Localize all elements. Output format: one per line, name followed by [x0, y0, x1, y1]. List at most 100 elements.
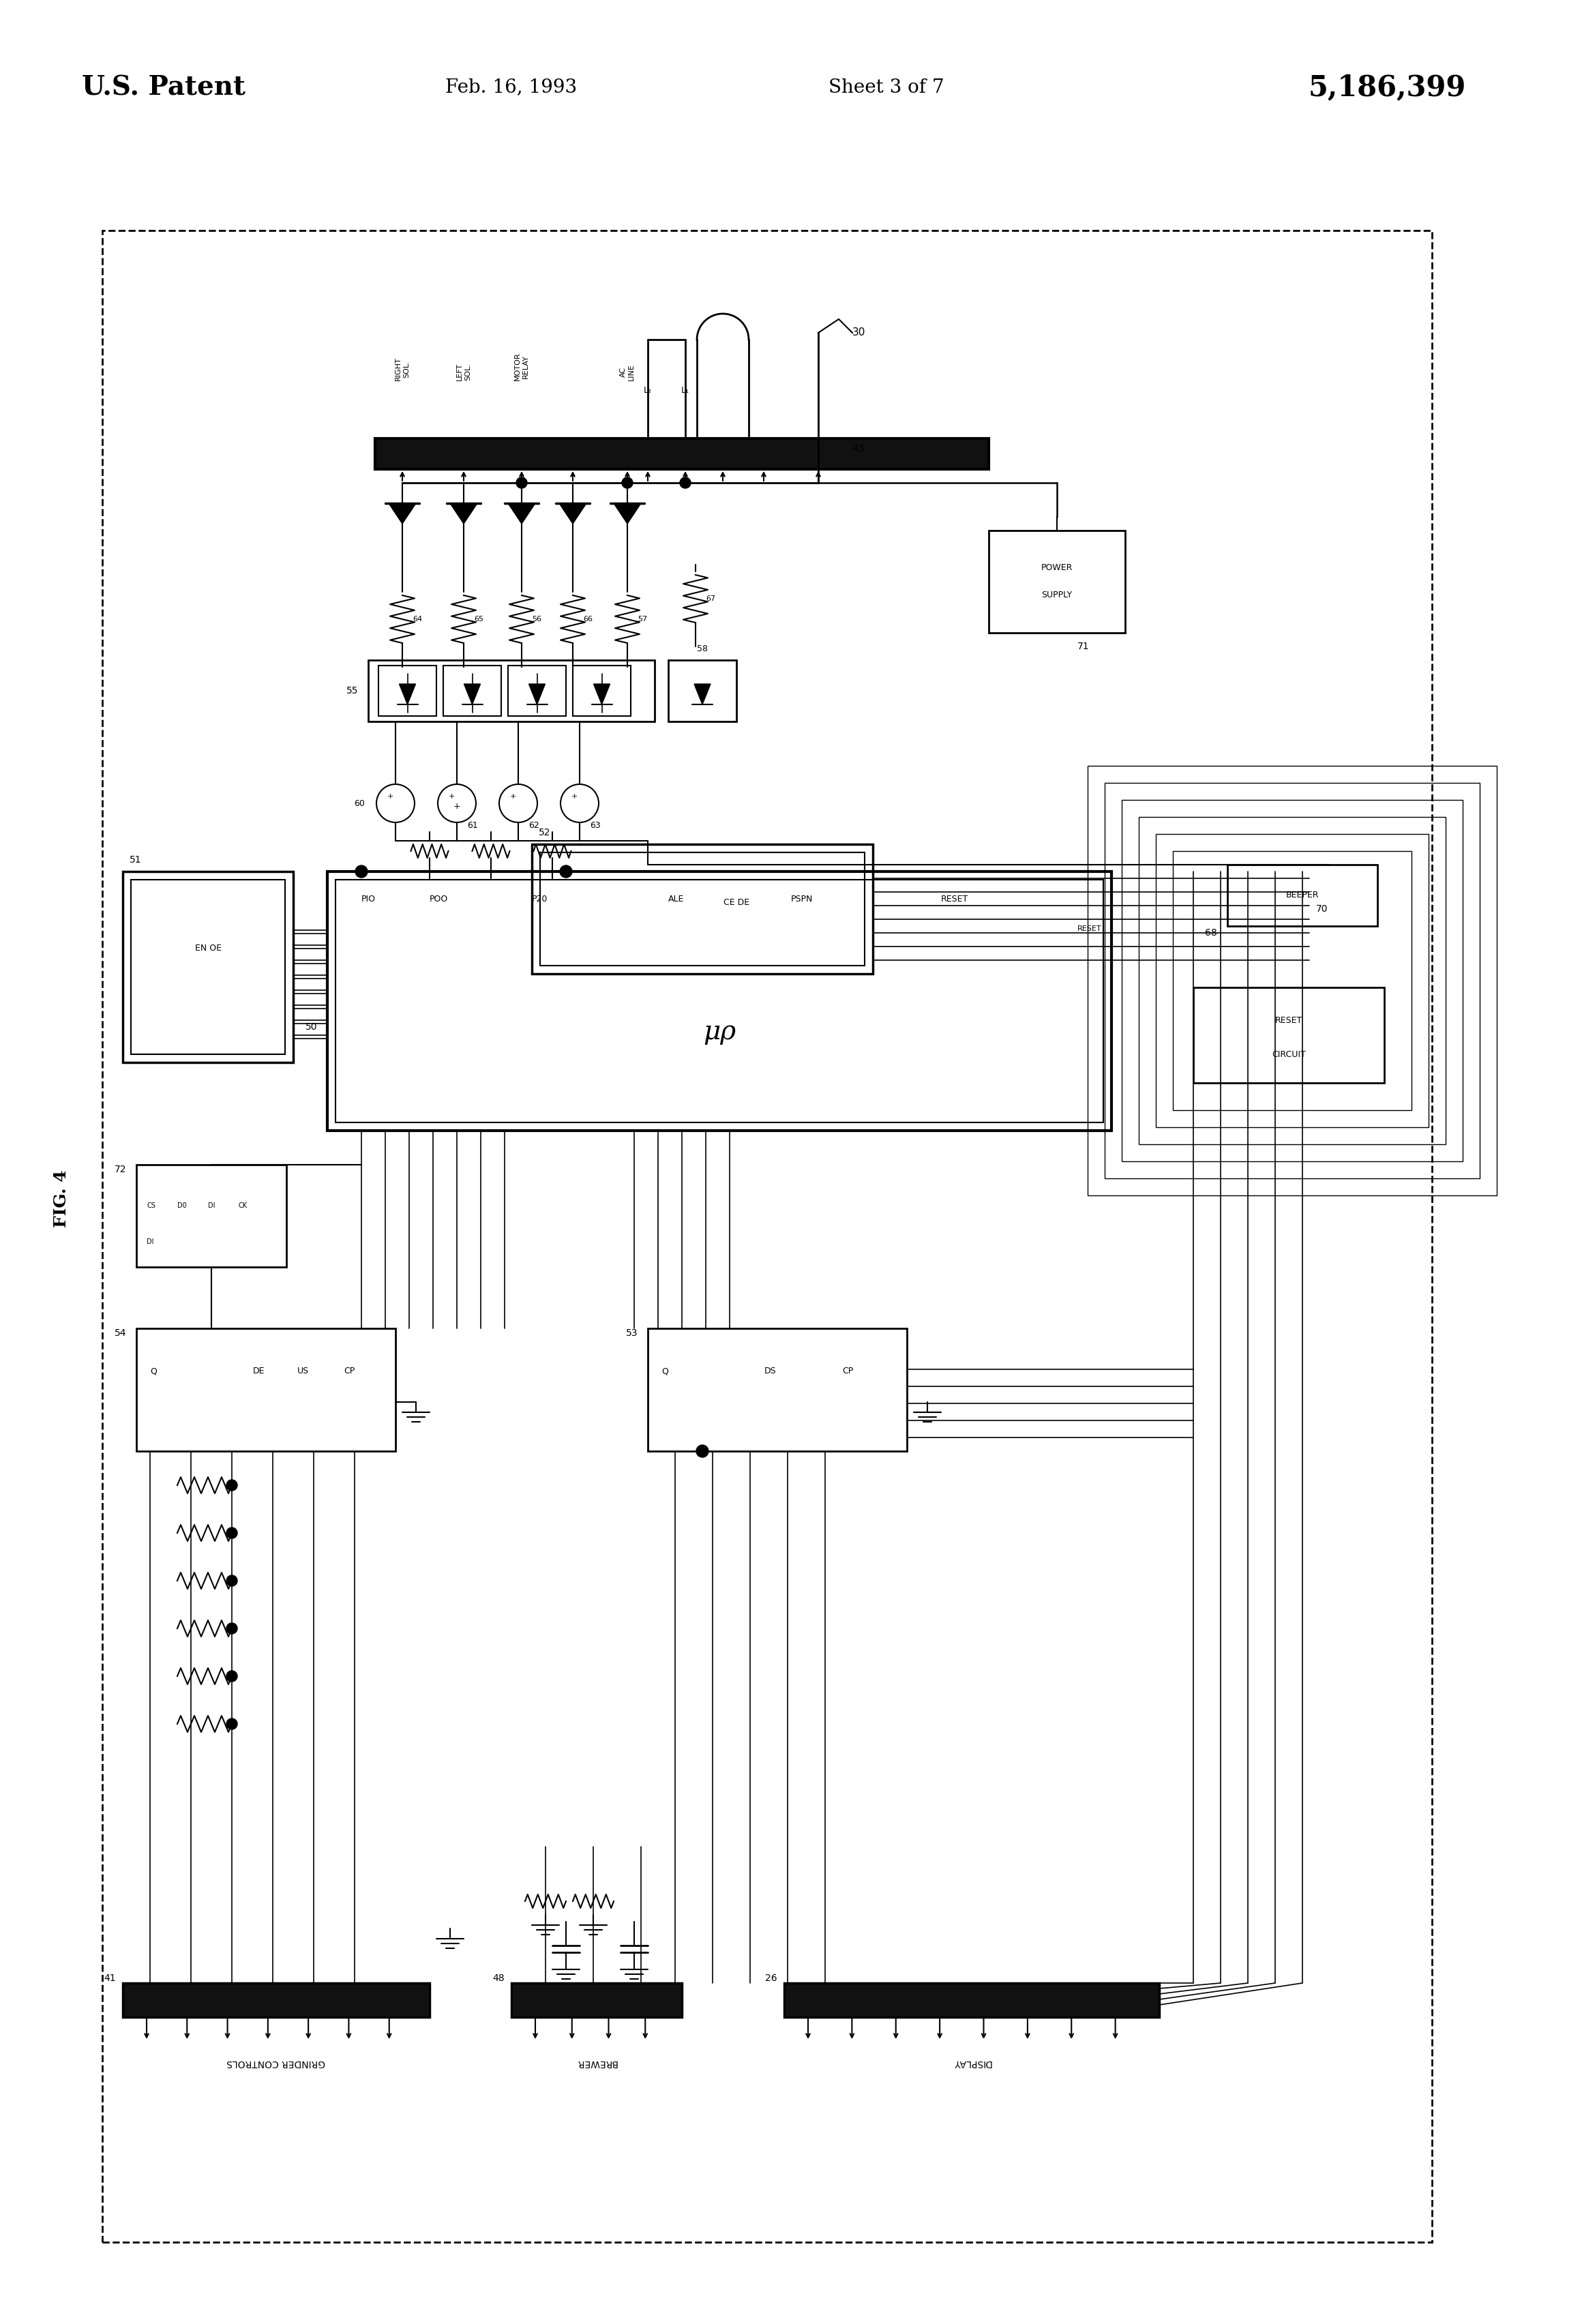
Text: BREWER: BREWER: [576, 2059, 617, 2068]
Bar: [668, 660, 737, 720]
Text: US: US: [297, 1367, 308, 1376]
Bar: [443, 665, 501, 716]
Text: RESET: RESET: [1275, 1016, 1302, 1025]
Text: CP: CP: [343, 1367, 354, 1376]
Text: 5,186,399: 5,186,399: [1308, 72, 1467, 102]
Circle shape: [226, 1622, 237, 1634]
Bar: [508, 665, 566, 716]
Text: 70: 70: [1316, 904, 1327, 913]
Text: 65: 65: [475, 616, 484, 623]
Polygon shape: [389, 504, 416, 523]
Text: PSPN: PSPN: [791, 895, 813, 904]
Text: GRINDER CONTROLS: GRINDER CONTROLS: [226, 2059, 326, 2068]
Text: L₁: L₁: [682, 386, 690, 395]
Circle shape: [356, 865, 367, 878]
Bar: [511, 1982, 682, 2017]
Circle shape: [516, 476, 527, 488]
Text: +: +: [509, 792, 516, 799]
Polygon shape: [593, 683, 611, 704]
Bar: [131, 881, 285, 1055]
Bar: [136, 1164, 286, 1267]
Text: 43: 43: [853, 444, 864, 453]
Text: CE DE: CE DE: [723, 897, 750, 906]
Text: Feb. 16, 1993: Feb. 16, 1993: [446, 79, 577, 98]
Circle shape: [226, 1576, 237, 1587]
Text: +: +: [454, 802, 460, 811]
Bar: [369, 660, 655, 720]
Text: EN OE: EN OE: [195, 944, 221, 953]
Bar: [136, 1329, 395, 1450]
Text: PIO: PIO: [361, 895, 377, 904]
Bar: [1139, 818, 1446, 1143]
Text: 64: 64: [413, 616, 422, 623]
Bar: [1156, 834, 1429, 1127]
Text: 30: 30: [853, 328, 865, 337]
Text: U.S. Patent: U.S. Patent: [82, 74, 245, 100]
Polygon shape: [614, 504, 641, 523]
Polygon shape: [558, 504, 587, 523]
Bar: [989, 530, 1125, 632]
Text: Q: Q: [661, 1367, 668, 1376]
Circle shape: [696, 1446, 709, 1457]
Text: +: +: [388, 792, 394, 799]
Text: DI: DI: [207, 1202, 215, 1208]
Bar: [1172, 851, 1411, 1111]
Bar: [123, 1982, 430, 2017]
Text: 62: 62: [528, 820, 539, 830]
Text: CIRCUIT: CIRCUIT: [1272, 1050, 1305, 1060]
Text: AC
LINE: AC LINE: [620, 363, 634, 381]
Text: DS: DS: [764, 1367, 777, 1376]
Text: CP: CP: [842, 1367, 853, 1376]
Text: RIGHT
SOL.: RIGHT SOL.: [395, 358, 410, 381]
Bar: [327, 872, 1112, 1132]
Text: 50: 50: [305, 1023, 316, 1032]
Text: DE: DE: [253, 1367, 264, 1376]
Polygon shape: [694, 683, 710, 704]
Text: 57: 57: [638, 616, 647, 623]
Circle shape: [226, 1671, 237, 1683]
Text: DI: DI: [147, 1239, 153, 1246]
Bar: [573, 665, 631, 716]
Bar: [375, 439, 989, 469]
Text: Q: Q: [150, 1367, 157, 1376]
Polygon shape: [528, 683, 546, 704]
Text: L₂: L₂: [644, 386, 652, 395]
Circle shape: [622, 476, 633, 488]
Bar: [785, 1982, 1160, 2017]
Text: P20: P20: [532, 895, 547, 904]
Text: POWER: POWER: [1041, 565, 1073, 572]
Text: 41: 41: [104, 1973, 115, 1982]
Text: 52: 52: [539, 827, 551, 837]
Bar: [123, 872, 293, 1062]
Text: 48: 48: [492, 1973, 505, 1982]
Circle shape: [226, 1527, 237, 1538]
Text: DISPLAY: DISPLAY: [952, 2059, 990, 2068]
Text: 63: 63: [590, 820, 601, 830]
Text: MOTOR
RELAY: MOTOR RELAY: [514, 353, 528, 381]
Text: D0: D0: [177, 1202, 187, 1208]
Circle shape: [226, 1480, 237, 1490]
Text: 56: 56: [532, 616, 541, 623]
Text: 51: 51: [130, 855, 141, 865]
Text: RESET: RESET: [941, 895, 968, 904]
Circle shape: [226, 1717, 237, 1729]
Polygon shape: [399, 683, 416, 704]
Text: +: +: [448, 792, 454, 799]
Bar: [1122, 799, 1463, 1162]
Bar: [103, 230, 1432, 2243]
Text: POO: POO: [430, 895, 448, 904]
Text: +: +: [571, 792, 577, 799]
Circle shape: [680, 476, 691, 488]
Text: 66: 66: [584, 616, 593, 623]
Text: 71: 71: [1077, 641, 1090, 651]
Text: CS: CS: [147, 1202, 155, 1208]
Text: 54: 54: [114, 1329, 127, 1339]
Text: μρ: μρ: [702, 1020, 736, 1046]
Polygon shape: [508, 504, 535, 523]
Text: Sheet 3 of 7: Sheet 3 of 7: [829, 79, 944, 98]
Text: CK: CK: [239, 1202, 248, 1208]
Text: 26: 26: [766, 1973, 777, 1982]
Bar: [539, 853, 865, 964]
Circle shape: [560, 865, 573, 878]
Text: 53: 53: [625, 1329, 638, 1339]
